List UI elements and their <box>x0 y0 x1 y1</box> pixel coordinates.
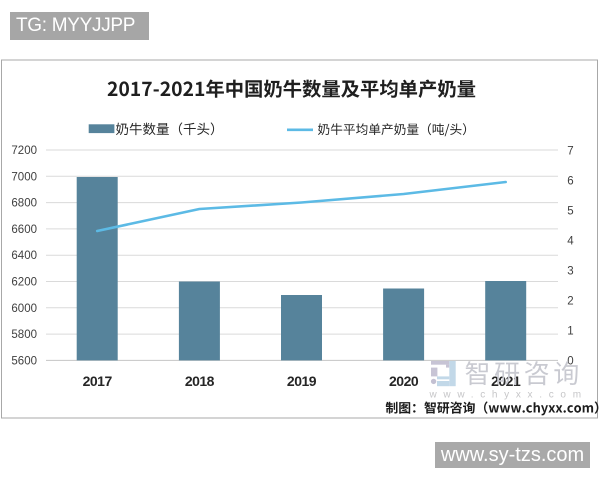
svg-text:1: 1 <box>567 326 573 338</box>
svg-text:6000: 6000 <box>11 303 37 315</box>
svg-text:2017: 2017 <box>83 373 113 389</box>
svg-text:5600: 5600 <box>11 355 37 367</box>
svg-text:6600: 6600 <box>11 224 37 236</box>
svg-text:5800: 5800 <box>11 329 37 341</box>
svg-text:2019: 2019 <box>287 373 317 389</box>
svg-text:2020: 2020 <box>389 373 419 389</box>
svg-text:6200: 6200 <box>11 277 37 289</box>
svg-text:www.chyxx.com: www.chyxx.com <box>429 390 588 401</box>
svg-text:6: 6 <box>567 175 573 187</box>
svg-text:7000: 7000 <box>11 171 37 183</box>
svg-text:2018: 2018 <box>185 373 215 389</box>
svg-text:7: 7 <box>567 145 573 157</box>
svg-text:5: 5 <box>567 205 573 217</box>
svg-text:6400: 6400 <box>11 250 37 262</box>
svg-text:3: 3 <box>567 266 573 278</box>
svg-text:4: 4 <box>567 236 574 248</box>
svg-text:2: 2 <box>567 296 573 308</box>
svg-text:6800: 6800 <box>11 198 37 210</box>
svg-text:7200: 7200 <box>11 145 37 157</box>
svg-text:0: 0 <box>567 356 573 368</box>
